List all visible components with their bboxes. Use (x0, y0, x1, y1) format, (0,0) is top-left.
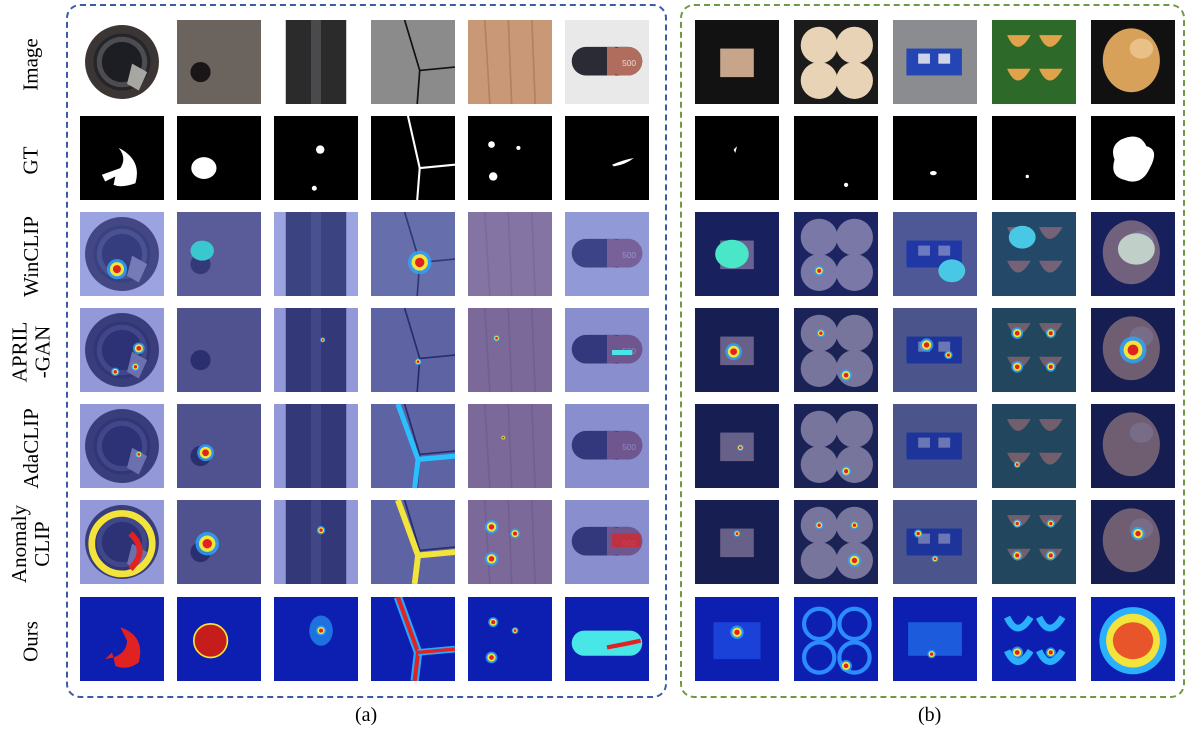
adaclip-heatmap (992, 404, 1076, 488)
winclip-heatmap (80, 212, 164, 296)
april-gan-heatmap (80, 308, 164, 392)
adaclip-heatmap: 500 (565, 404, 649, 488)
winclip-heatmap: 500 (565, 212, 649, 296)
ground-truth-mask (274, 116, 358, 200)
adaclip-heatmap (794, 404, 878, 488)
row-label-text: APRIL -GAN (7, 321, 54, 383)
anomalyclip-heatmap (177, 500, 261, 584)
caption-a: (a) (355, 704, 378, 726)
ours-heatmap (893, 597, 977, 681)
ours-heatmap (695, 597, 779, 681)
row-label-text: Ours (18, 620, 43, 662)
input-image (274, 20, 358, 104)
ground-truth-mask (371, 116, 455, 200)
ground-truth-mask (80, 116, 164, 200)
anomalyclip-heatmap (274, 500, 358, 584)
anomalyclip-heatmap (1091, 500, 1175, 584)
row-label: WinCLIP (2, 212, 60, 300)
winclip-heatmap (695, 212, 779, 296)
winclip-heatmap (893, 212, 977, 296)
anomalyclip-heatmap (992, 500, 1076, 584)
ours-heatmap (177, 597, 261, 681)
adaclip-heatmap (893, 404, 977, 488)
input-image (371, 20, 455, 104)
april-gan-heatmap (992, 308, 1076, 392)
winclip-heatmap (992, 212, 1076, 296)
ours-heatmap (371, 597, 455, 681)
anomalyclip-heatmap (80, 500, 164, 584)
input-image (794, 20, 878, 104)
input-image (468, 20, 552, 104)
winclip-heatmap (371, 212, 455, 296)
april-gan-heatmap (177, 308, 261, 392)
anomalyclip-heatmap (893, 500, 977, 584)
april-gan-heatmap (1091, 308, 1175, 392)
ground-truth-mask (177, 116, 261, 200)
panel-a-border (66, 4, 667, 698)
svg-text:500: 500 (622, 58, 636, 68)
anomalyclip-heatmap (468, 500, 552, 584)
ground-truth-mask (1091, 116, 1175, 200)
april-gan-heatmap (371, 308, 455, 392)
winclip-heatmap (794, 212, 878, 296)
row-label: GT (2, 116, 60, 204)
winclip-heatmap (274, 212, 358, 296)
anomalyclip-heatmap (695, 500, 779, 584)
april-gan-heatmap (794, 308, 878, 392)
ground-truth-mask (992, 116, 1076, 200)
row-label: Ours (2, 597, 60, 685)
row-label-text: GT (18, 146, 43, 174)
adaclip-heatmap (695, 404, 779, 488)
ground-truth-mask (565, 116, 649, 200)
row-label: AdaCLIP (2, 404, 60, 492)
input-image (992, 20, 1076, 104)
input-image: 500 (565, 20, 649, 104)
ours-heatmap (565, 597, 649, 681)
anomalyclip-heatmap (794, 500, 878, 584)
ground-truth-mask (893, 116, 977, 200)
caption-b: (b) (918, 704, 942, 726)
ours-heatmap (274, 597, 358, 681)
winclip-heatmap (468, 212, 552, 296)
input-image (695, 20, 779, 104)
adaclip-heatmap (177, 404, 261, 488)
row-label-text: Image (18, 37, 43, 91)
april-gan-heatmap (274, 308, 358, 392)
winclip-heatmap (1091, 212, 1175, 296)
ours-heatmap (992, 597, 1076, 681)
ground-truth-mask (794, 116, 878, 200)
adaclip-heatmap (1091, 404, 1175, 488)
april-gan-heatmap: 500 (565, 308, 649, 392)
april-gan-heatmap (893, 308, 977, 392)
april-gan-heatmap (695, 308, 779, 392)
input-image (893, 20, 977, 104)
ground-truth-mask (468, 116, 552, 200)
row-label-text: AdaCLIP (18, 407, 43, 489)
adaclip-heatmap (468, 404, 552, 488)
row-label: APRIL -GAN (2, 308, 60, 396)
anomalyclip-heatmap (371, 500, 455, 584)
ours-heatmap (80, 597, 164, 681)
adaclip-heatmap (274, 404, 358, 488)
ours-heatmap (468, 597, 552, 681)
adaclip-heatmap (371, 404, 455, 488)
panel-b-border (680, 4, 1185, 698)
april-gan-heatmap (468, 308, 552, 392)
input-image (80, 20, 164, 104)
row-label: Image (2, 20, 60, 108)
row-label: Anomaly CLIP (2, 500, 60, 588)
adaclip-heatmap (80, 404, 164, 488)
ours-heatmap (1091, 597, 1175, 681)
input-image (177, 20, 261, 104)
winclip-heatmap (177, 212, 261, 296)
anomalyclip-heatmap: 500 (565, 500, 649, 584)
row-label-text: WinCLIP (18, 215, 43, 297)
row-label-text: Anomaly CLIP (7, 504, 54, 584)
ground-truth-mask (695, 116, 779, 200)
input-image (1091, 20, 1175, 104)
ours-heatmap (794, 597, 878, 681)
